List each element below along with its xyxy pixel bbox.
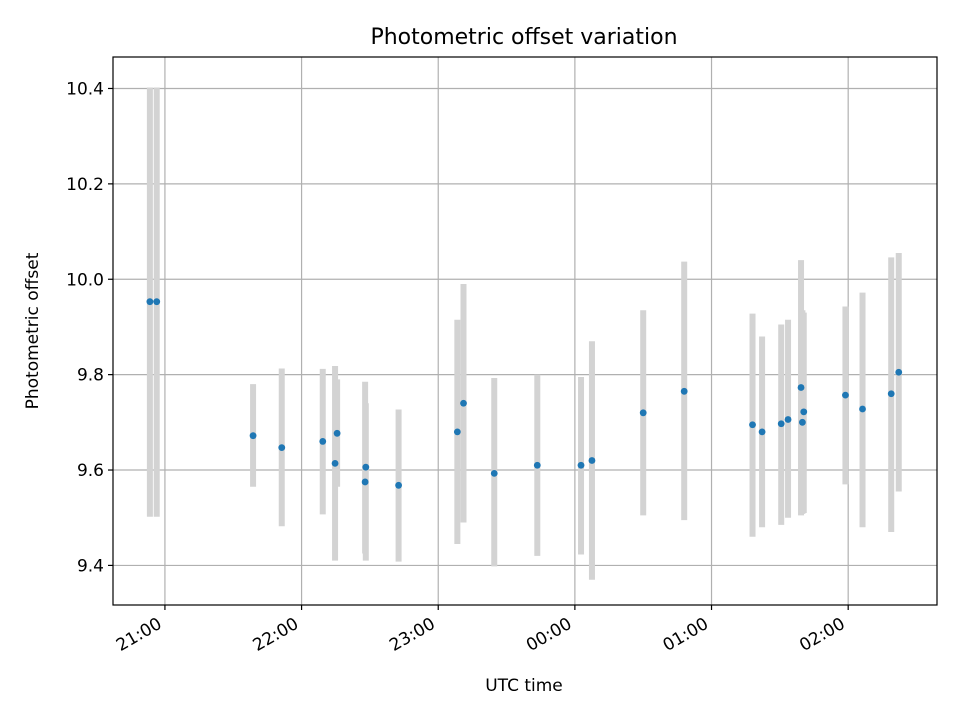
data-point — [153, 298, 161, 306]
chart-title: Photometric offset variation — [370, 25, 677, 50]
data-point — [798, 418, 806, 426]
data-point — [842, 391, 849, 399]
data-point — [319, 438, 327, 445]
y-tick-label: 10.2 — [66, 175, 104, 195]
data-point — [639, 409, 647, 417]
y-tick-label: 10.0 — [66, 270, 104, 290]
data-point — [146, 298, 154, 306]
data-point — [577, 461, 585, 469]
y-tick-label: 9.4 — [77, 556, 104, 576]
data-point — [460, 399, 467, 407]
data-point — [758, 428, 766, 436]
y-tick-label: 9.6 — [77, 461, 104, 481]
data-point — [784, 416, 792, 423]
y-tick-label: 9.8 — [77, 366, 104, 386]
data-point — [800, 408, 808, 416]
data-point — [895, 368, 903, 376]
data-point — [533, 461, 541, 469]
data-point — [453, 428, 461, 436]
data-point — [797, 384, 805, 391]
data-point — [859, 405, 866, 413]
data-point-layer — [146, 298, 903, 489]
data-point — [362, 463, 370, 471]
data-point — [887, 390, 895, 398]
data-point — [680, 387, 688, 395]
y-tick-label: 10.4 — [66, 79, 104, 99]
data-point — [749, 421, 756, 429]
data-point — [331, 459, 339, 467]
data-point — [395, 481, 402, 489]
data-point — [361, 478, 369, 486]
data-point — [777, 420, 785, 428]
data-point — [278, 444, 286, 452]
data-point — [333, 429, 341, 437]
x-axis-label: UTC time — [485, 676, 563, 696]
y-axis-label: Photometric offset — [23, 252, 43, 409]
data-point — [249, 432, 257, 440]
plot-frame — [112, 56, 938, 606]
data-point — [490, 469, 498, 477]
data-point — [588, 457, 596, 464]
